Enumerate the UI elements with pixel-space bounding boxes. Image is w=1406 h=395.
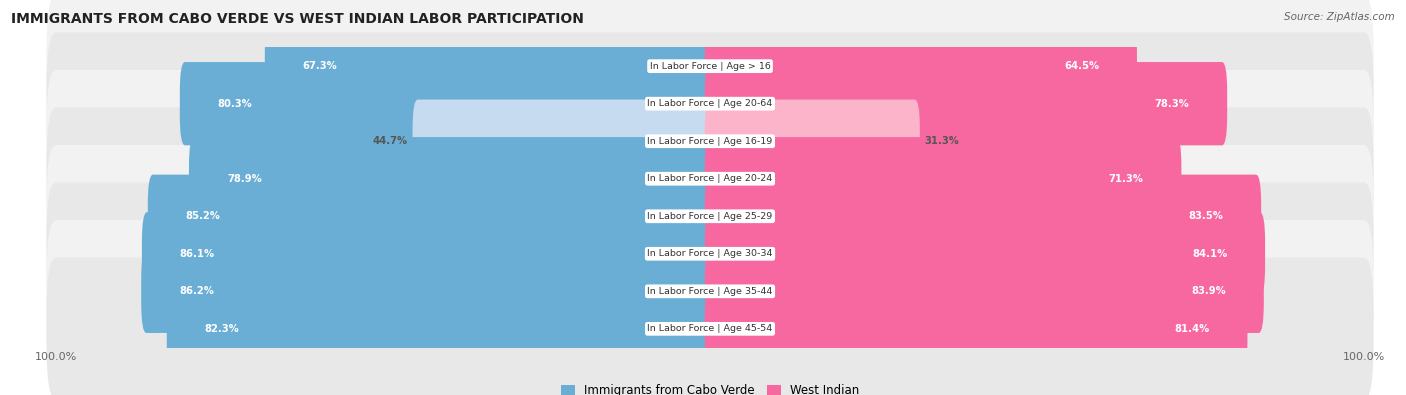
Text: 78.3%: 78.3% — [1154, 99, 1189, 109]
Text: 78.9%: 78.9% — [226, 174, 262, 184]
FancyBboxPatch shape — [704, 62, 1227, 145]
FancyBboxPatch shape — [704, 24, 1137, 108]
FancyBboxPatch shape — [704, 212, 1265, 295]
FancyBboxPatch shape — [704, 100, 920, 183]
FancyBboxPatch shape — [46, 145, 1374, 288]
FancyBboxPatch shape — [141, 250, 716, 333]
FancyBboxPatch shape — [188, 137, 716, 220]
FancyBboxPatch shape — [704, 137, 1181, 220]
Text: In Labor Force | Age 30-34: In Labor Force | Age 30-34 — [647, 249, 773, 258]
FancyBboxPatch shape — [264, 24, 716, 108]
Text: 80.3%: 80.3% — [218, 99, 253, 109]
FancyBboxPatch shape — [46, 258, 1374, 395]
Text: 86.1%: 86.1% — [180, 249, 215, 259]
Text: In Labor Force | Age 45-54: In Labor Force | Age 45-54 — [647, 324, 773, 333]
Text: IMMIGRANTS FROM CABO VERDE VS WEST INDIAN LABOR PARTICIPATION: IMMIGRANTS FROM CABO VERDE VS WEST INDIA… — [11, 12, 583, 26]
Text: In Labor Force | Age 35-44: In Labor Force | Age 35-44 — [647, 287, 773, 296]
FancyBboxPatch shape — [704, 250, 1264, 333]
FancyBboxPatch shape — [148, 175, 716, 258]
Text: 82.3%: 82.3% — [205, 324, 239, 334]
Text: 81.4%: 81.4% — [1174, 324, 1209, 334]
Text: 86.2%: 86.2% — [179, 286, 214, 296]
Text: 85.2%: 85.2% — [186, 211, 221, 221]
Text: In Labor Force | Age > 16: In Labor Force | Age > 16 — [650, 62, 770, 71]
FancyBboxPatch shape — [46, 0, 1374, 137]
Text: 44.7%: 44.7% — [373, 136, 408, 146]
Text: 83.5%: 83.5% — [1188, 211, 1223, 221]
Legend: Immigrants from Cabo Verde, West Indian: Immigrants from Cabo Verde, West Indian — [555, 379, 865, 395]
FancyBboxPatch shape — [46, 182, 1374, 325]
FancyBboxPatch shape — [704, 287, 1247, 371]
Text: 83.9%: 83.9% — [1191, 286, 1226, 296]
FancyBboxPatch shape — [46, 70, 1374, 213]
Text: 67.3%: 67.3% — [302, 61, 337, 71]
Text: 71.3%: 71.3% — [1108, 174, 1143, 184]
Text: In Labor Force | Age 20-64: In Labor Force | Age 20-64 — [647, 99, 773, 108]
FancyBboxPatch shape — [412, 100, 716, 183]
FancyBboxPatch shape — [704, 175, 1261, 258]
FancyBboxPatch shape — [46, 107, 1374, 250]
FancyBboxPatch shape — [180, 62, 716, 145]
Text: 84.1%: 84.1% — [1192, 249, 1227, 259]
FancyBboxPatch shape — [46, 32, 1374, 175]
FancyBboxPatch shape — [142, 212, 716, 295]
Text: Source: ZipAtlas.com: Source: ZipAtlas.com — [1284, 12, 1395, 22]
Text: In Labor Force | Age 20-24: In Labor Force | Age 20-24 — [647, 174, 773, 183]
Text: In Labor Force | Age 25-29: In Labor Force | Age 25-29 — [647, 212, 773, 221]
Text: 64.5%: 64.5% — [1064, 61, 1099, 71]
Text: 31.3%: 31.3% — [925, 136, 959, 146]
Text: In Labor Force | Age 16-19: In Labor Force | Age 16-19 — [647, 137, 773, 146]
FancyBboxPatch shape — [167, 287, 716, 371]
FancyBboxPatch shape — [46, 220, 1374, 363]
